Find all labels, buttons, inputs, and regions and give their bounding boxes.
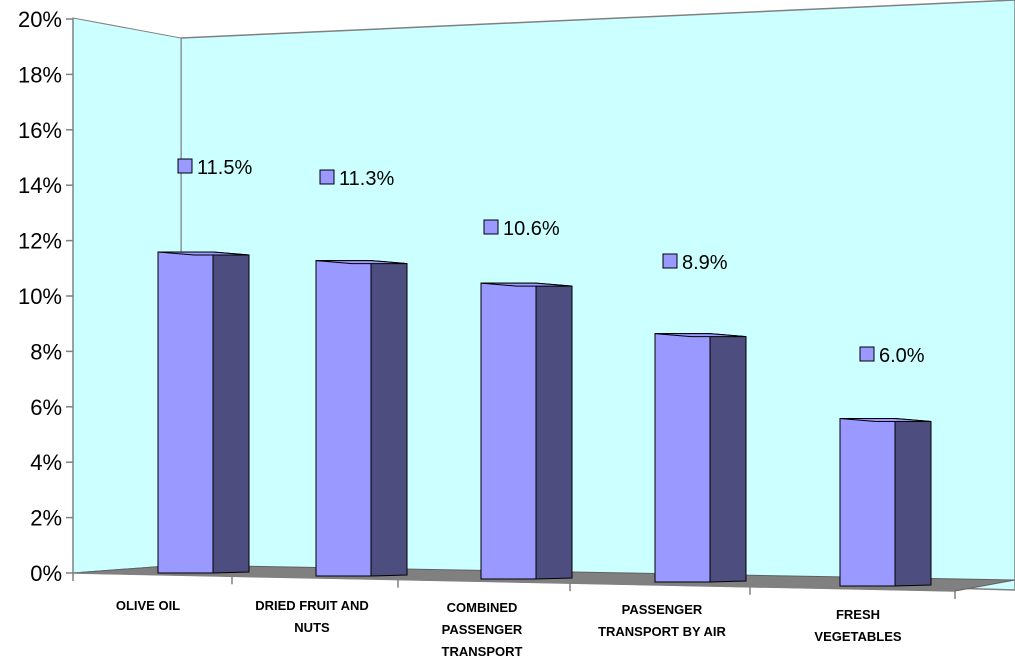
category-label: PASSENGER TRANSPORT BY AIR [598,602,726,639]
bar-side [709,333,747,583]
bar-top [839,418,932,423]
x-axis-line [72,572,956,592]
y-tick-label: 10% [18,284,62,309]
bar-top [654,333,747,338]
y-tick-label: 6% [30,395,62,420]
y-tick-label: 2% [30,506,62,531]
bar [839,418,896,587]
data-label: 10.6% [503,218,560,240]
data-label: 6.0% [879,345,925,367]
bar-side [370,260,408,577]
bar-top [157,251,250,256]
bar-side [894,417,932,587]
y-tick-label: 12% [18,229,62,254]
y-tick-label: 8% [30,339,62,364]
y-tick-label: 0% [30,561,62,586]
x-axis-ticks [72,573,956,599]
data-label-marker [859,346,875,362]
bar-side [212,251,250,574]
bar [480,282,537,580]
y-axis-ticks: 0% 2% 4% 6% 8% 10% 12% 14% 16% 18% 20% [18,7,73,586]
y-tick-label: 18% [18,62,62,87]
data-label-marker [177,158,193,174]
bar [654,333,711,583]
data-label-marker [483,219,499,235]
data-label: 11.5% [197,157,252,179]
category-label: DRIED FRUIT AND NUTS [255,598,369,635]
bar-top [315,260,408,265]
bars-group [157,251,932,587]
category-label: COMBINED PASSENGER TRANSPORT [442,600,523,659]
data-label: 11.3% [339,168,394,190]
data-label: 8.9% [682,252,728,274]
category-label: FRESH VEGETABLES [814,607,901,644]
y-tick-label: 20% [18,7,62,32]
data-label-marker [662,253,678,269]
bar-side [535,282,573,580]
bar-top [480,282,573,287]
category-label: OLIVE OIL [116,598,180,613]
category-labels-group: OLIVE OIL DRIED FRUIT AND NUTS COMBINED PASS… [116,598,902,659]
data-labels-group: 11.5% 11.3% 10.6% 8.9% 6.0% [177,157,925,367]
bar [315,260,372,577]
y-tick-label: 14% [18,173,62,198]
data-label-marker [319,169,335,185]
y-tick-label: 16% [18,118,62,143]
y-tick-label: 4% [30,450,62,475]
bar [157,251,214,574]
